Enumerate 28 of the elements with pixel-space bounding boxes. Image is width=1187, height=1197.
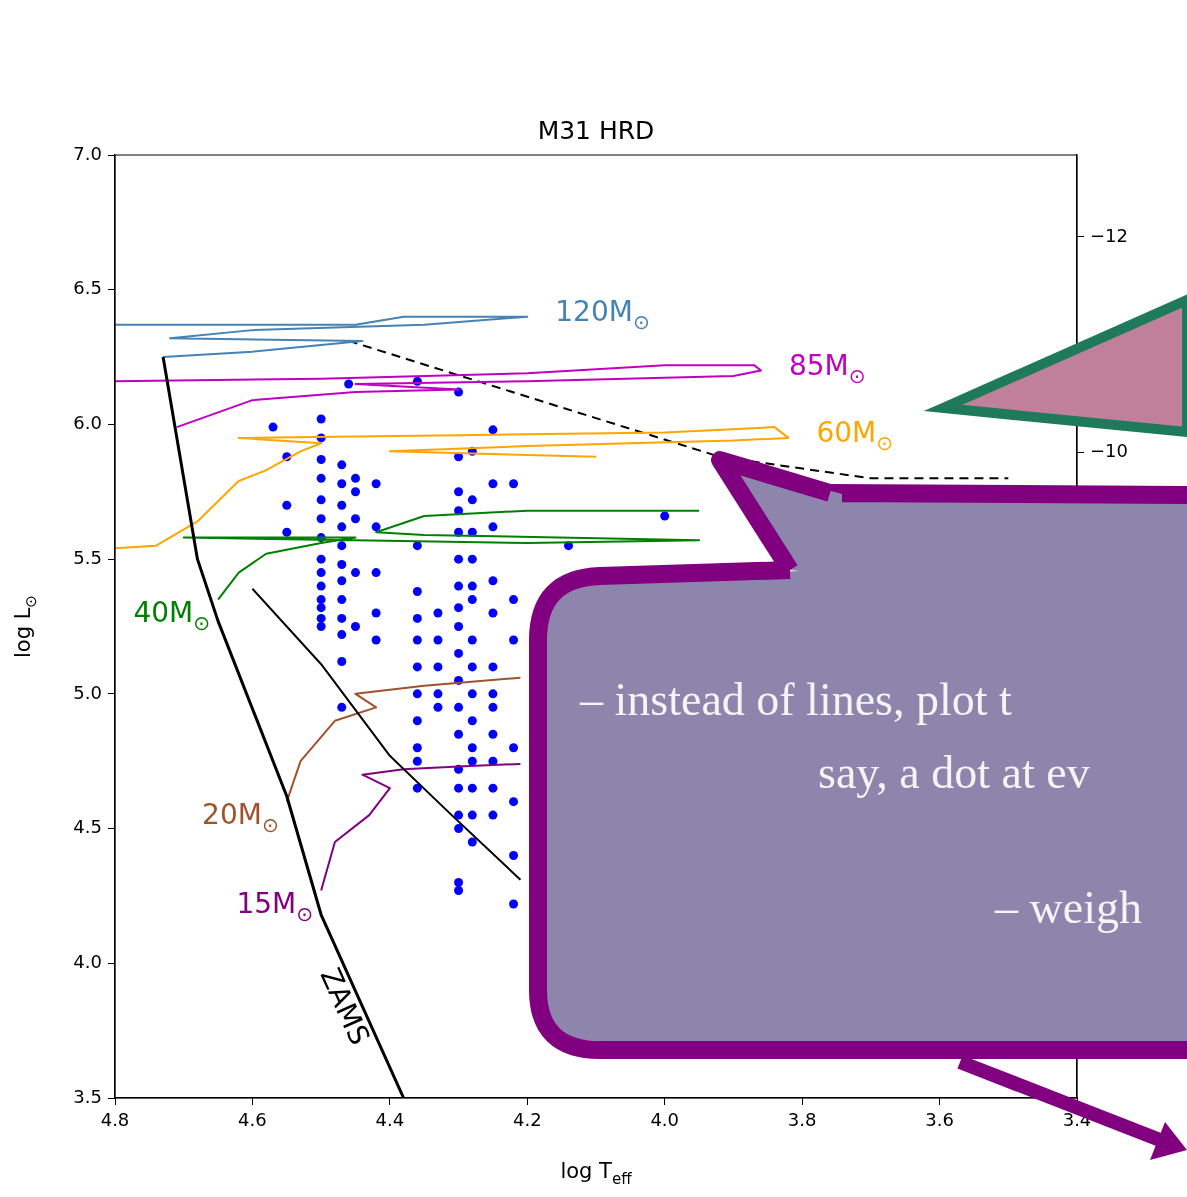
x-tick-label: 3.8: [787, 1109, 817, 1131]
annotation: say, a dot at ev: [818, 746, 1090, 800]
annotation: – weigh: [995, 881, 1142, 935]
x-tick-label: 4.4: [375, 1109, 405, 1131]
y-tick-label: 5.0: [73, 681, 102, 703]
series-label: 15M⊙: [236, 886, 314, 926]
chart-title: M31 HRD: [537, 116, 655, 145]
y-tick-label: 6.5: [73, 277, 102, 299]
y-tick-label: 7.0: [73, 142, 102, 164]
annotation: – instead of lines, plot t: [580, 673, 1012, 727]
series-label: 120M⊙: [555, 294, 650, 335]
y-tick-label: 4.5: [73, 816, 102, 838]
y-tick-label: 4.0: [73, 950, 102, 972]
y2-tick-label: −12: [1090, 224, 1128, 246]
y-tick-label: 3.5: [73, 1085, 102, 1107]
y-tick-label: 6.0: [73, 412, 102, 434]
y-axis-title: log L⊙: [11, 594, 41, 659]
x-tick-label: 4.8: [100, 1109, 130, 1131]
x-tick-label: 4.0: [650, 1109, 680, 1131]
series-label: 85M⊙: [788, 348, 866, 388]
y2-tick-label: −10: [1090, 440, 1128, 462]
x-tick-label: 3.6: [925, 1109, 954, 1131]
series-label: 60M⊙: [816, 415, 894, 456]
x-tick-label: 4.2: [512, 1109, 542, 1131]
series-label: 40M⊙: [133, 595, 211, 635]
x-tick-label: 4.6: [238, 1109, 267, 1131]
y-tick-label: 5.5: [73, 546, 102, 568]
series-label: 20M⊙: [202, 797, 279, 838]
